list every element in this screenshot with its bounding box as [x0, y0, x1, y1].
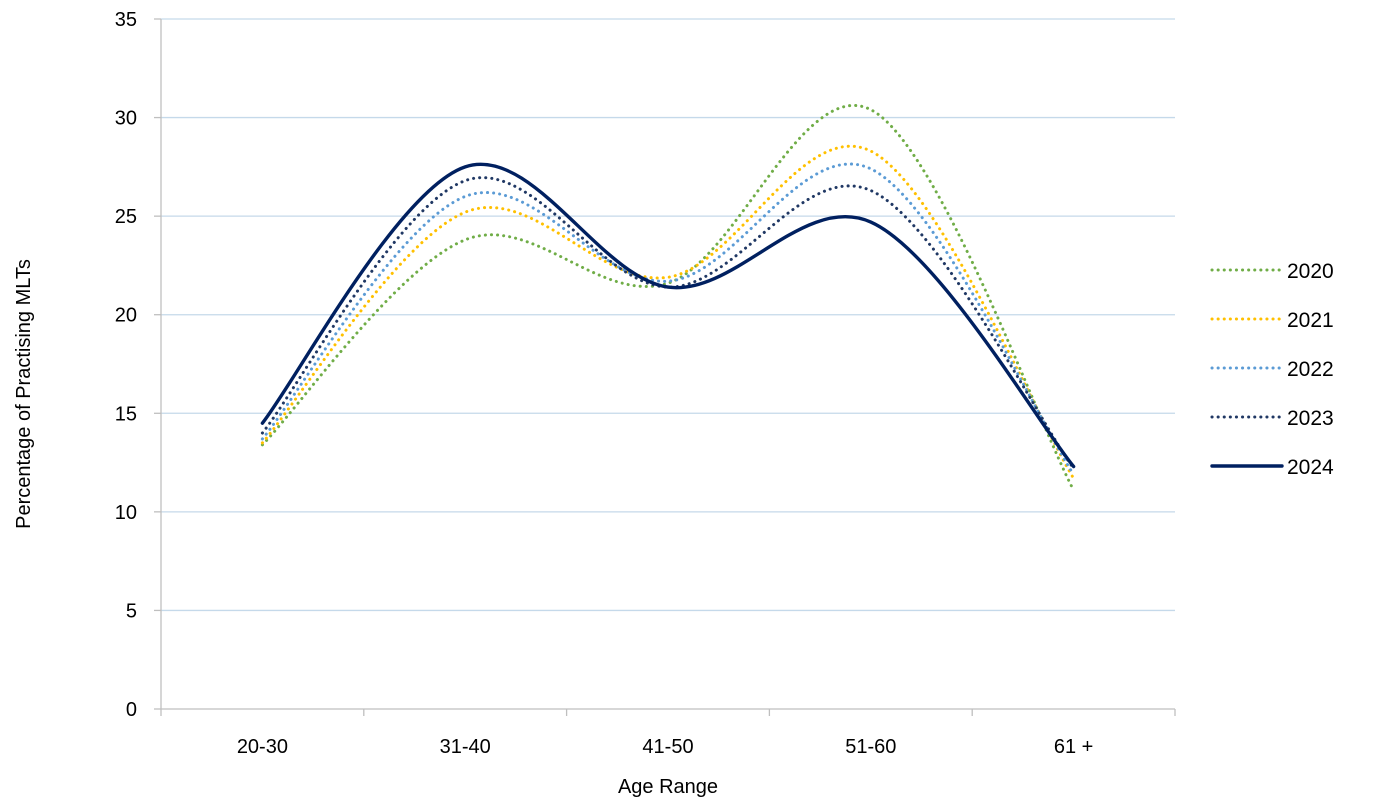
x-tick-labels: 20-30 31-40 41-50 51-60 61 +: [160, 709, 1176, 758]
legend-label-2024: 2024: [1287, 456, 1334, 479]
legend-label-2021: 2021: [1287, 309, 1334, 332]
y-tick-label: 35: [115, 9, 137, 31]
legend-label-2020: 2020: [1287, 260, 1334, 283]
x-axis-title: Age Range: [618, 776, 718, 798]
series-line-2022: [260, 162, 1076, 476]
y-tick-label: 0: [126, 699, 137, 721]
series-line-2023: [260, 176, 1076, 470]
series-line-2020: [260, 104, 1076, 492]
x-tick-label: 51-60: [845, 736, 896, 758]
gridlines: [154, 18, 1175, 710]
y-tick-label: 25: [115, 206, 137, 228]
x-tick-label: 61 +: [1054, 736, 1093, 758]
series-line-2024: [260, 162, 1076, 469]
y-axis-title: Percentage of Practising MLTs: [13, 259, 35, 529]
y-tick-label: 15: [115, 403, 137, 425]
axes: [160, 19, 1175, 710]
y-tick-label: 5: [126, 600, 137, 622]
series-lines: [260, 104, 1076, 492]
x-tick-label: 41-50: [642, 736, 693, 758]
y-tick-labels: 0 5 10 15 20 25 30 35: [115, 9, 137, 721]
legend-label-2023: 2023: [1287, 407, 1334, 430]
legend-label-2022: 2022: [1287, 358, 1334, 381]
y-tick-label: 20: [115, 305, 137, 327]
legend: 2020 2021 2022 2023 2024: [1210, 260, 1334, 479]
y-tick-label: 30: [115, 108, 137, 130]
x-tick-label: 20-30: [237, 736, 288, 758]
series-line-2021: [260, 144, 1076, 480]
y-tick-label: 10: [115, 502, 137, 524]
x-tick-label: 31-40: [440, 736, 491, 758]
